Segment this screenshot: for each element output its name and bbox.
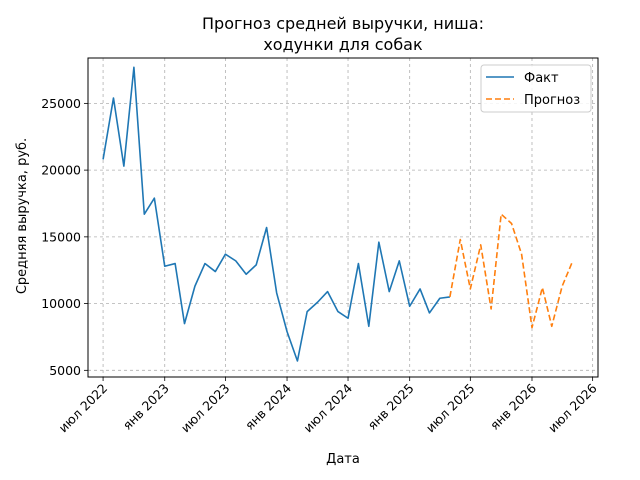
x-axis-label: Дата	[326, 452, 360, 467]
x-tick-label: янв 2023	[120, 381, 172, 433]
x-tick-label: июл 2026	[545, 380, 600, 435]
x-tick-label: янв 2024	[242, 380, 294, 432]
y-tick-label: 20000	[41, 163, 81, 178]
series-line-0	[102, 66, 450, 362]
series-line-1	[449, 213, 573, 329]
x-tick-label: янв 2025	[365, 381, 417, 433]
y-axis-label: Средняя выручка, руб.	[15, 138, 30, 294]
chart-title-line-2: ходунки для собак	[263, 35, 423, 54]
grid	[88, 58, 598, 377]
chart-title-line-1: Прогноз средней выручки, ниша:	[202, 14, 484, 33]
y-tick-label: 10000	[41, 296, 81, 311]
x-tick-label: июл 2025	[423, 381, 478, 436]
x-tick-label: июл 2023	[178, 381, 233, 436]
legend-label: Факт	[524, 71, 559, 86]
x-tick-label: июл 2024	[300, 380, 355, 435]
plot-frame	[87, 57, 599, 378]
y-tick-label: 25000	[41, 96, 81, 111]
x-axis-ticks: июл 2022 янв 2023 июл 2023 янв 2024 июл 2024…	[55, 377, 600, 436]
y-axis-ticks: 5000 10000 15000 20000 25000	[41, 96, 88, 378]
legend-label: Прогноз	[524, 93, 580, 108]
legend: Факт Прогноз	[480, 64, 592, 113]
y-tick-label: 15000	[41, 229, 81, 244]
y-tick-label: 5000	[49, 363, 81, 378]
x-tick-label: янв 2026	[487, 380, 539, 432]
series-lines	[102, 66, 573, 362]
x-tick-label: июл 2022	[55, 381, 110, 436]
